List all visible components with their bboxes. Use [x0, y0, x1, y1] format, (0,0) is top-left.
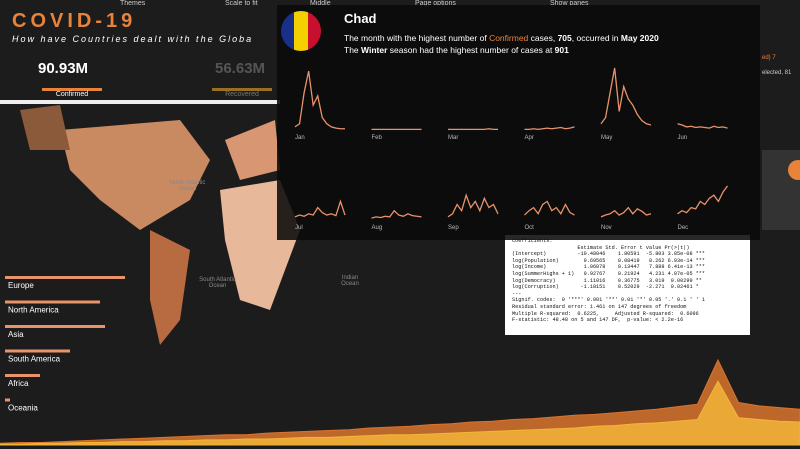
regression-line: log(Corruption) -1.18151 0.52029 -2.271 …: [512, 284, 699, 291]
south-america: [150, 230, 190, 345]
sparkline: [677, 123, 728, 129]
regression-output: Coefficients: Estimate Std. Error t valu…: [512, 238, 705, 324]
bar: [5, 300, 100, 304]
bar-label: South America: [8, 355, 61, 364]
sparkline: [600, 206, 652, 218]
tooltip: Chad The month with the highest number o…: [277, 5, 760, 240]
regression-panel-bg: [505, 235, 750, 335]
month-label: May: [601, 135, 612, 141]
kpi-value: 56.63M: [215, 60, 266, 77]
regression-line: log(Population) 0.69565 0.08419 8.262 6.…: [512, 257, 706, 264]
toolbar-item[interactable]: Scale to fit: [225, 0, 258, 7]
flag: [281, 11, 321, 51]
tooltip-line: The Winter season had the highest number…: [344, 45, 569, 55]
month-label: Jan: [295, 135, 305, 141]
bar-label: Asia: [8, 330, 24, 339]
toolbar-item[interactable]: Page options: [415, 0, 456, 7]
country: Chad: [344, 11, 377, 26]
regression-line: (Intercept) -10.48046 1.80591 -5.803 3.8…: [512, 251, 706, 258]
regression-line: Estimate Std. Error t value Pr(>|t|): [512, 244, 690, 251]
side-text: elected, 81: [762, 70, 792, 76]
month-label: Nov: [601, 225, 612, 231]
bar-label: Oceania: [8, 404, 38, 413]
sparkline: [447, 193, 499, 218]
toolbar-item[interactable]: Themes: [120, 0, 146, 7]
side-text: ed) 7: [762, 55, 776, 61]
month-label: Mar: [448, 135, 458, 141]
sparkline: [677, 185, 729, 215]
highlight: 705: [557, 33, 572, 43]
regression-line: log(Income) 1.06078 0.13447 7.888 6.41e-…: [512, 264, 706, 271]
bar: [5, 325, 105, 328]
highlight: 901: [554, 45, 569, 55]
title: COVID-19: [12, 10, 137, 32]
highlight: Winter: [361, 45, 388, 55]
area: [0, 380, 800, 446]
month-label: Oct: [525, 225, 535, 231]
toolbar-item[interactable]: Middle: [310, 0, 331, 7]
highlight: Confirmed: [489, 33, 529, 43]
regression-line: log(Democracy) 1.11016 0.36775 3.019 0.0…: [512, 277, 702, 284]
bar-label: Europe: [8, 281, 34, 290]
regression-line: Signif. codes: 0 '***' 0.001 '**' 0.01 '…: [512, 297, 706, 304]
text: , occurred in: [571, 33, 621, 43]
kpi-value: 90.93M: [38, 60, 89, 77]
regression-line: ---: [512, 290, 522, 297]
month-label: Aug: [372, 225, 383, 231]
regression-line: F-statistic: 48.48 on 5 and 147 DF, p-va…: [512, 317, 684, 324]
bar: [5, 398, 10, 402]
text: The month with the highest number of: [344, 33, 490, 43]
month-label: Sep: [448, 225, 459, 231]
area: [0, 358, 800, 446]
regression-line: Multiple R-squared: 0.6225, Adjusted R-s…: [512, 310, 699, 317]
bar: [5, 349, 70, 353]
sparkline: [600, 67, 652, 126]
regression-line: Coefficients:: [512, 238, 553, 244]
bar: [5, 374, 40, 377]
text: The: [344, 45, 362, 55]
month-label: Jun: [678, 135, 688, 141]
subtitle: How have Countries dealt with the Globa: [12, 34, 254, 44]
regression-line: Residual standard error: 1.461 on 147 de…: [512, 303, 687, 310]
ocean-label: South Atlantic Ocean: [199, 277, 236, 289]
bar-label: North America: [8, 306, 59, 315]
alaska: [20, 105, 70, 150]
side-dot: [788, 160, 800, 180]
sparkline: [294, 70, 345, 130]
highlight: May 2020: [620, 33, 659, 43]
toolbar-item[interactable]: Show panes: [550, 0, 589, 7]
divider: [0, 100, 280, 104]
tooltip-line: The month with the highest number of Con…: [344, 33, 659, 43]
sparklines: Jan Feb Mar Apr May Jun Jul Aug Sep Oct Nov Dec: [294, 67, 729, 231]
month-label: Apr: [525, 135, 534, 141]
month-label: Jul: [295, 225, 303, 231]
month-label: Dec: [678, 225, 689, 231]
sparkline: [524, 126, 575, 131]
ocean-label: Indian Ocean: [341, 275, 359, 287]
kpi-label: Confirmed: [42, 88, 102, 98]
bar-label: Africa: [8, 379, 29, 388]
sparkline: [524, 200, 575, 216]
kpi-label: Recovered: [212, 88, 272, 98]
sparkline: [294, 199, 346, 218]
text: season had the highest number of cases a…: [387, 45, 555, 55]
bar: [5, 276, 125, 279]
sparkline: [448, 128, 498, 131]
north-america: [60, 120, 210, 230]
europe: [225, 120, 280, 180]
text: cases,: [528, 33, 558, 43]
regression-line: log(SummerHighs + 1) 0.92767 0.21924 4.2…: [512, 270, 706, 277]
month-label: Feb: [372, 135, 383, 141]
sparkline: [371, 209, 422, 219]
ocean-label: North Atlantic Ocean: [169, 180, 206, 192]
